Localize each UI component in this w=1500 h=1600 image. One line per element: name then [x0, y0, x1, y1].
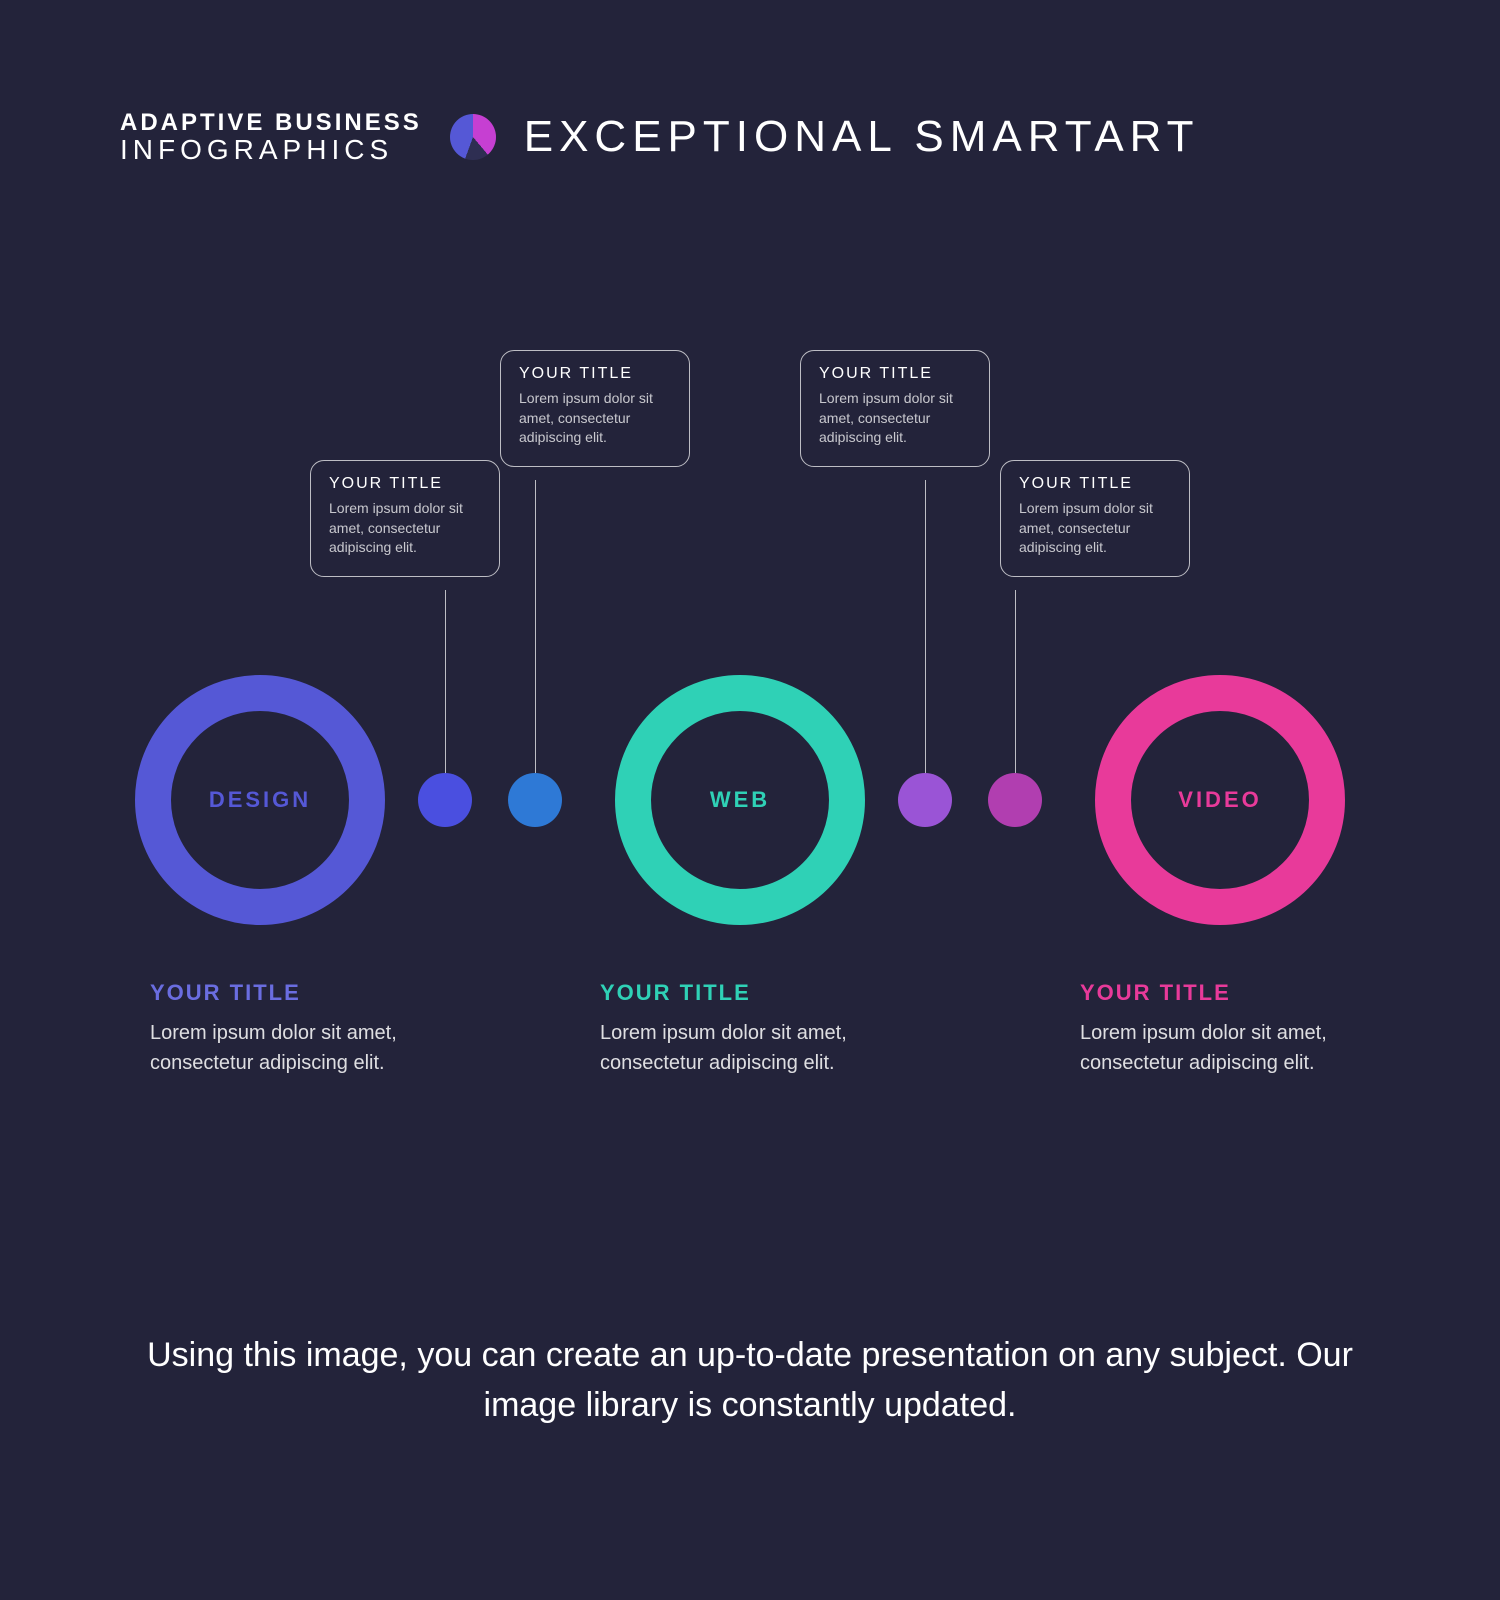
- callout-2: YOUR TITLE Lorem ipsum dolor sit amet, c…: [500, 350, 690, 467]
- leader-line: [1015, 590, 1016, 773]
- callout-title: YOUR TITLE: [1019, 475, 1171, 493]
- below-block-video: YOUR TITLE Lorem ipsum dolor sit amet, c…: [1080, 980, 1380, 1078]
- brand-line2: INFOGRAPHICS: [120, 135, 422, 164]
- below-body: Lorem ipsum dolor sit amet, consectetur …: [600, 1018, 900, 1078]
- callout-1: YOUR TITLE Lorem ipsum dolor sit amet, c…: [310, 460, 500, 577]
- below-body: Lorem ipsum dolor sit amet, consectetur …: [1080, 1018, 1380, 1078]
- ring-label: WEB: [710, 787, 770, 813]
- below-block-web: YOUR TITLE Lorem ipsum dolor sit amet, c…: [600, 980, 900, 1078]
- ring-web: WEB: [615, 675, 865, 925]
- ring-label: VIDEO: [1178, 787, 1261, 813]
- ring-video: VIDEO: [1095, 675, 1345, 925]
- callout-3: YOUR TITLE Lorem ipsum dolor sit amet, c…: [800, 350, 990, 467]
- brand-line1: ADAPTIVE BUSINESS: [120, 110, 422, 135]
- callout-body: Lorem ipsum dolor sit amet, consectetur …: [819, 389, 971, 448]
- connector-dot: [898, 773, 952, 827]
- callout-body: Lorem ipsum dolor sit amet, consectetur …: [329, 499, 481, 558]
- diagram-stage: YOUR TITLE Lorem ipsum dolor sit amet, c…: [0, 300, 1500, 1200]
- below-title: YOUR TITLE: [600, 980, 900, 1006]
- callout-title: YOUR TITLE: [819, 365, 971, 383]
- below-block-design: YOUR TITLE Lorem ipsum dolor sit amet, c…: [150, 980, 450, 1078]
- leader-line: [445, 590, 446, 773]
- header: ADAPTIVE BUSINESS INFOGRAPHICS EXCEPTION…: [120, 110, 1380, 165]
- ring-label: DESIGN: [209, 787, 311, 813]
- connector-dot: [418, 773, 472, 827]
- below-body: Lorem ipsum dolor sit amet, consectetur …: [150, 1018, 450, 1078]
- below-title: YOUR TITLE: [1080, 980, 1380, 1006]
- callout-title: YOUR TITLE: [329, 475, 481, 493]
- ring-design: DESIGN: [135, 675, 385, 925]
- page-title: EXCEPTIONAL SMARTART: [524, 112, 1200, 162]
- footer-text: Using this image, you can create an up-t…: [120, 1331, 1380, 1430]
- callout-title: YOUR TITLE: [519, 365, 671, 383]
- callout-4: YOUR TITLE Lorem ipsum dolor sit amet, c…: [1000, 460, 1190, 577]
- leader-line: [535, 480, 536, 773]
- infographic-canvas: ADAPTIVE BUSINESS INFOGRAPHICS EXCEPTION…: [0, 0, 1500, 1600]
- leader-line: [925, 480, 926, 773]
- logo-icon: [450, 114, 496, 160]
- connector-dot: [508, 773, 562, 827]
- callout-body: Lorem ipsum dolor sit amet, consectetur …: [519, 389, 671, 448]
- below-title: YOUR TITLE: [150, 980, 450, 1006]
- brand-block: ADAPTIVE BUSINESS INFOGRAPHICS: [120, 110, 422, 165]
- callout-body: Lorem ipsum dolor sit amet, consectetur …: [1019, 499, 1171, 558]
- connector-dot: [988, 773, 1042, 827]
